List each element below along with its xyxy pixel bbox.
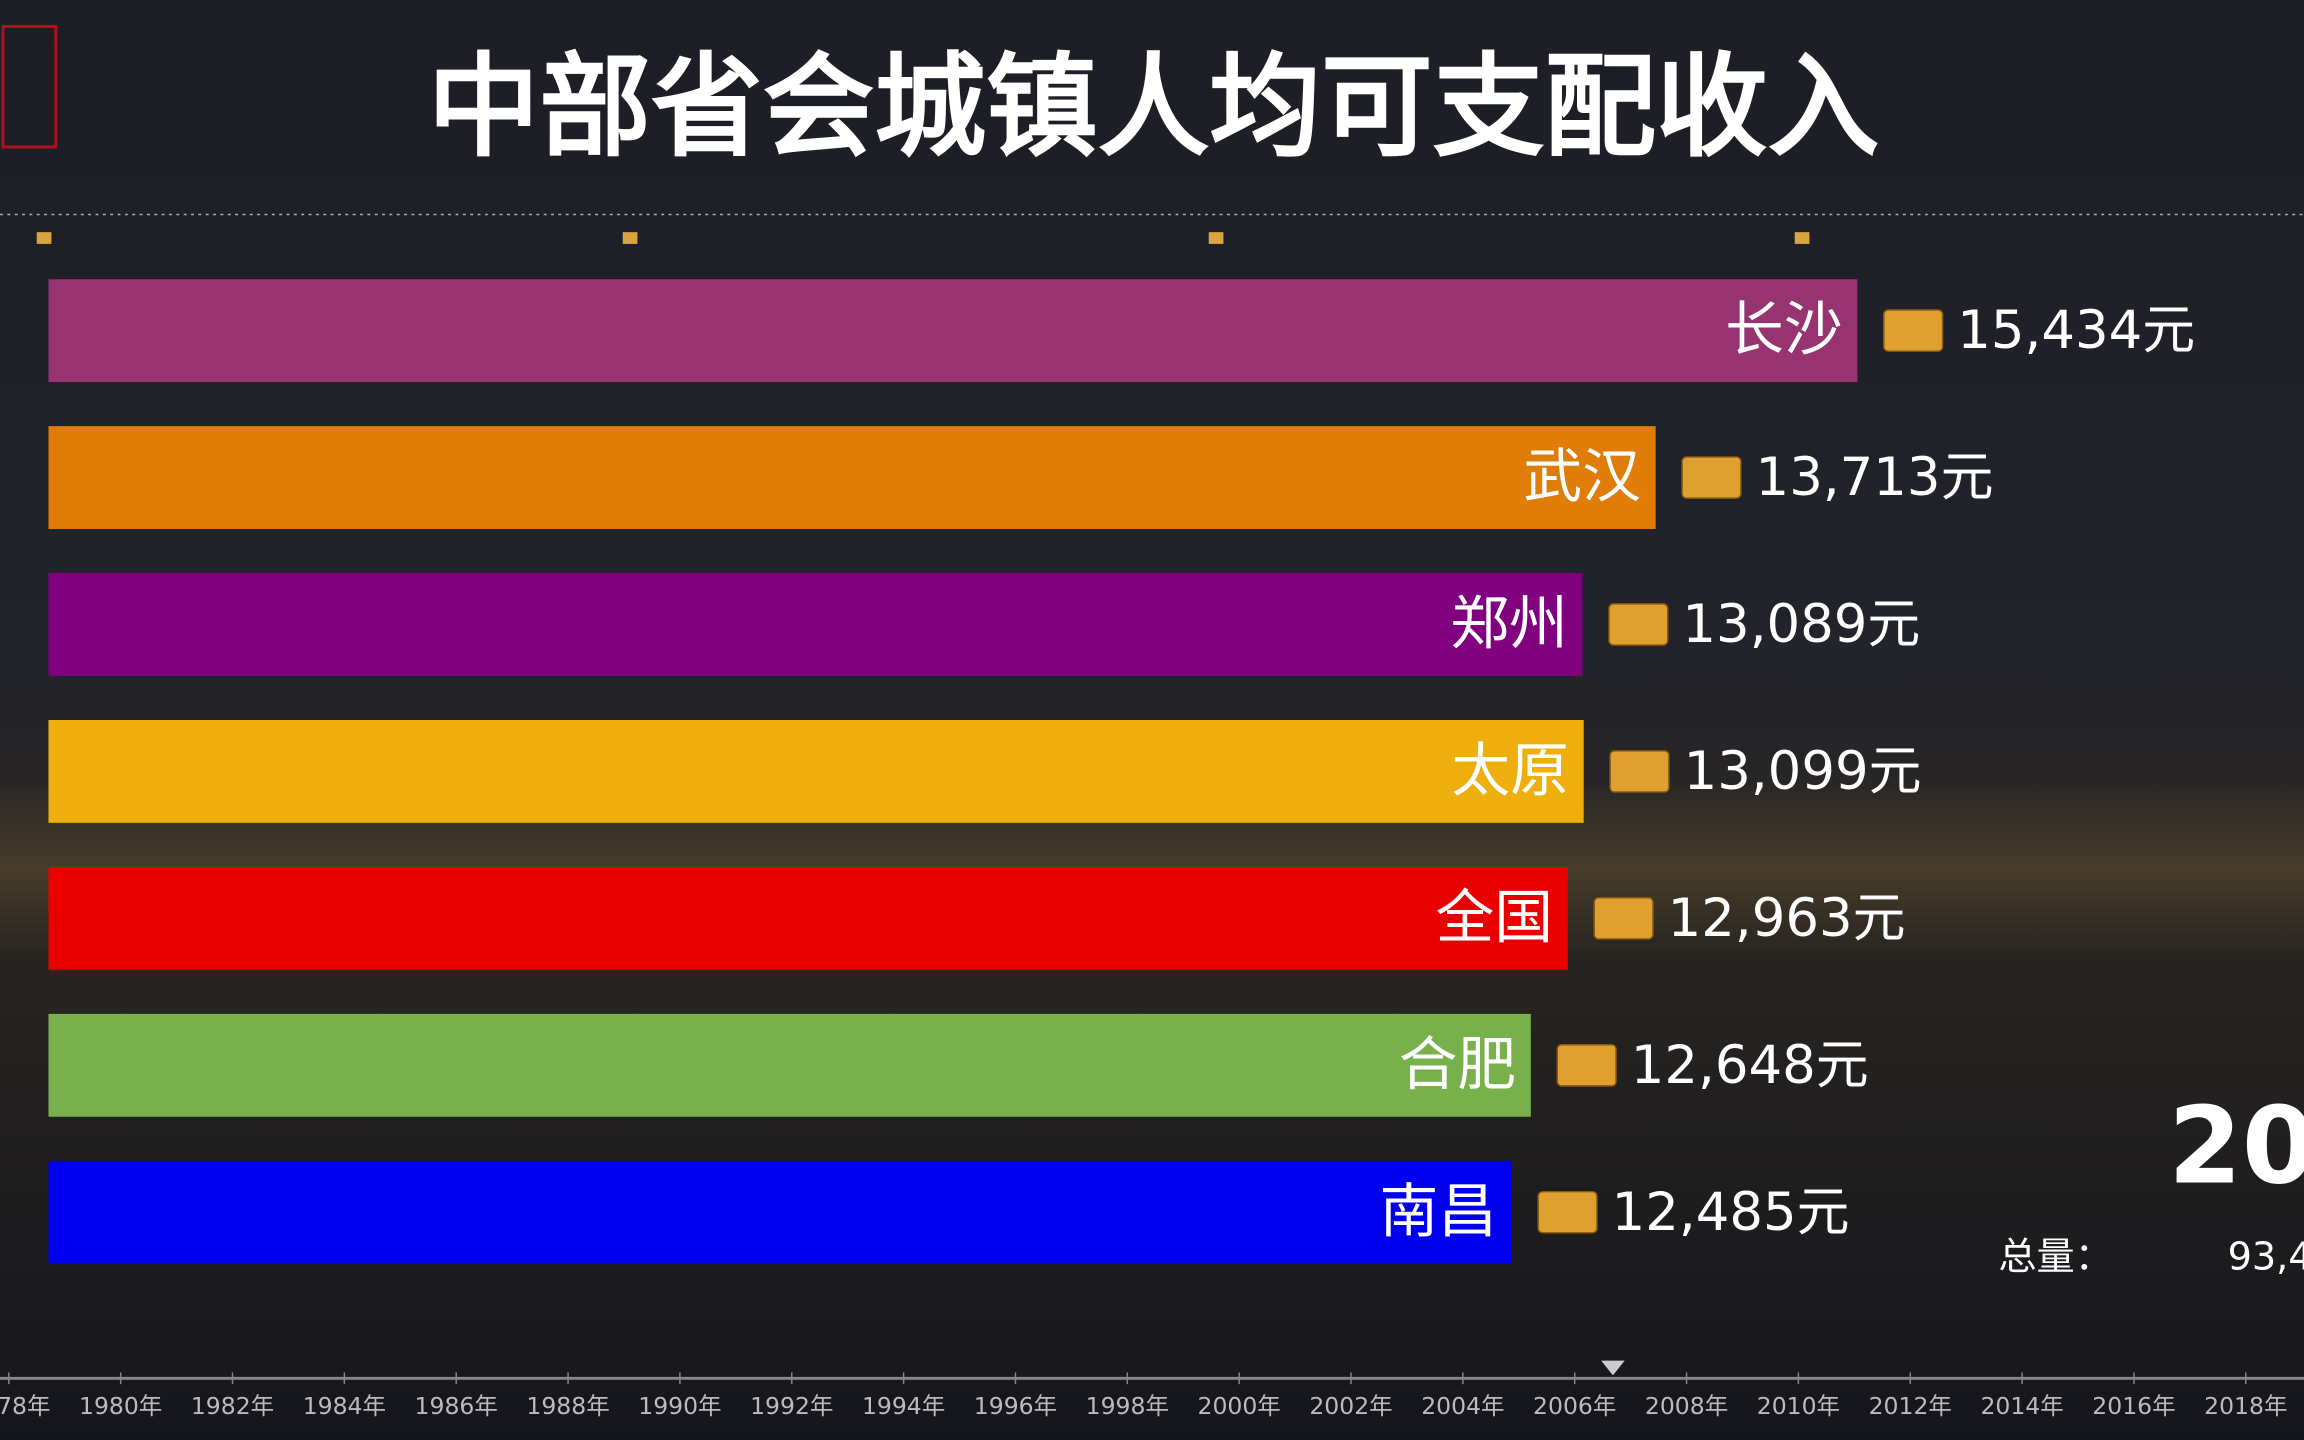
x-tick-icon <box>36 232 52 244</box>
stamp <box>1 24 58 149</box>
timeline-label: 2010年 <box>1757 1392 1840 1420</box>
money-icon <box>1883 309 1944 352</box>
chart-title: 中部省会城镇人均可支配收入 <box>428 42 1880 172</box>
timeline-label: 2000年 <box>1198 1392 1281 1420</box>
timeline-label: 1984年 <box>303 1392 386 1420</box>
value-label: 12,485元 <box>1612 1182 1850 1243</box>
category-label: 南昌 <box>1379 1176 1497 1245</box>
bar <box>48 1160 1512 1264</box>
category-label: 合肥 <box>1399 1029 1517 1098</box>
bar <box>48 866 1568 970</box>
timeline-label: 2002年 <box>1309 1392 1392 1420</box>
timeline-label: 1994年 <box>862 1392 945 1420</box>
bar <box>48 720 1584 823</box>
money-icon <box>1537 1190 1598 1234</box>
bar <box>48 279 1858 383</box>
timeline-label: 1992年 <box>750 1392 833 1420</box>
category-label: 武汉 <box>1523 442 1641 511</box>
x-tick-icon <box>1794 232 1810 244</box>
x-tick-icon <box>622 232 638 244</box>
value-label: 12,963元 <box>1668 888 1906 949</box>
money-icon <box>1681 456 1742 499</box>
x-tick-icon <box>1208 232 1224 244</box>
value-label: 12,648元 <box>1631 1035 1869 1096</box>
timeline-label: 1998年 <box>1086 1392 1169 1420</box>
value-label: 13,713元 <box>1756 447 1994 508</box>
money-icon <box>1556 1044 1617 1087</box>
total-label: 总量： <box>1998 1236 2113 1280</box>
money-icon <box>1608 603 1669 646</box>
value-label: 13,089元 <box>1682 594 1920 655</box>
timeline-label: 1980年 <box>79 1392 162 1420</box>
category-label: 全国 <box>1436 882 1554 951</box>
timeline-label: 1978年 <box>0 1392 50 1420</box>
value-label: 13,099元 <box>1684 741 1922 802</box>
category-label: 郑州 <box>1450 589 1568 658</box>
money-icon <box>1609 750 1670 793</box>
bar <box>48 1013 1531 1117</box>
timeline-label: 1988年 <box>526 1392 609 1420</box>
timeline-label: 2016年 <box>2092 1392 2175 1420</box>
value-label: 15,434元 <box>1957 300 2195 361</box>
current-year: 2006年 <box>2168 1084 2304 1207</box>
timeline-marker <box>1601 1360 1625 1376</box>
total-value: 93,4 <box>2228 1236 2304 1280</box>
timeline-label: 1990年 <box>638 1392 721 1420</box>
timeline-label: 2008年 <box>1645 1392 1728 1420</box>
category-label: 长沙 <box>1725 295 1843 364</box>
bar <box>48 426 1656 529</box>
timeline-label: 2014年 <box>1980 1392 2063 1420</box>
money-icon <box>1593 897 1654 940</box>
bar <box>48 573 1583 676</box>
timeline-label: 1986年 <box>415 1392 498 1420</box>
category-label: 太原 <box>1451 735 1569 804</box>
timeline-label: 2004年 <box>1421 1392 1504 1420</box>
timeline-label: 1996年 <box>974 1392 1057 1420</box>
timeline-label: 1982年 <box>191 1392 274 1420</box>
timeline-label: 2012年 <box>1869 1392 1952 1420</box>
timeline-label: 2018年 <box>2204 1392 2287 1420</box>
timeline-label: 2006年 <box>1533 1392 1616 1420</box>
